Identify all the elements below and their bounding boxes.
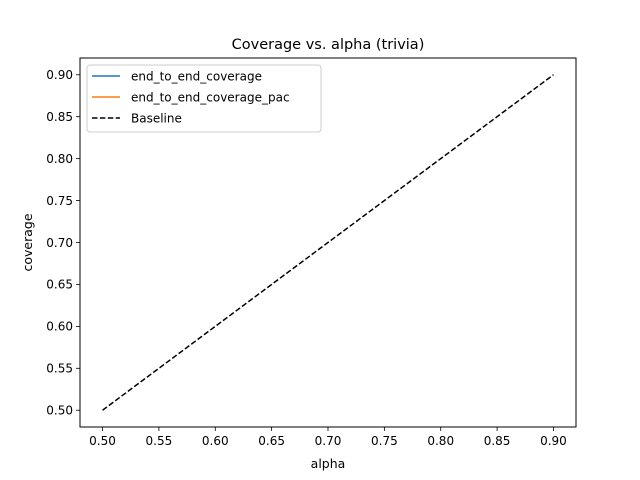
x-tick-label: 0.80: [427, 434, 454, 448]
y-tick-label: 0.90: [46, 68, 73, 82]
legend-box: [86, 64, 322, 133]
y-axis-ticks: 0.50 0.55 0.60 0.65 0.70 0.75 0.80 0.85 0.90: [46, 68, 80, 418]
x-axis-ticks: 0.50 0.55 0.60 0.65 0.70 0.75 0.80 0.85 0.90: [89, 427, 567, 448]
x-tick-label: 0.50: [89, 434, 116, 448]
legend-label: end_to_end_coverage_pac: [131, 90, 290, 104]
chart-title: Coverage vs. alpha (trivia): [232, 37, 425, 53]
y-tick-label: 0.80: [46, 152, 73, 166]
legend-label: end_to_end_coverage: [131, 69, 262, 83]
series-layer: [102, 74, 554, 411]
x-tick-label: 0.90: [540, 434, 567, 448]
x-tick-label: 0.60: [202, 434, 229, 448]
y-tick-label: 0.70: [46, 236, 73, 250]
x-axis-label: alpha: [311, 456, 346, 471]
x-tick-label: 0.65: [258, 434, 285, 448]
y-tick-label: 0.65: [46, 278, 73, 292]
legend-label: Baseline: [131, 111, 182, 125]
y-tick-label: 0.75: [46, 194, 73, 208]
y-tick-label: 0.85: [46, 110, 73, 124]
y-axis-label: coverage: [20, 213, 35, 271]
x-tick-label: 0.75: [371, 434, 398, 448]
x-tick-label: 0.85: [484, 434, 511, 448]
series-line-baseline: [102, 74, 554, 411]
y-tick-label: 0.60: [46, 320, 73, 334]
x-tick-label: 0.70: [315, 434, 342, 448]
legend: end_to_end_coverage end_to_end_coverage_p…: [86, 64, 322, 133]
y-tick-label: 0.55: [46, 362, 73, 376]
x-tick-label: 0.55: [146, 434, 173, 448]
y-tick-label: 0.50: [46, 404, 73, 418]
legend-entries: end_to_end_coverage end_to_end_coverage_p…: [92, 69, 290, 125]
